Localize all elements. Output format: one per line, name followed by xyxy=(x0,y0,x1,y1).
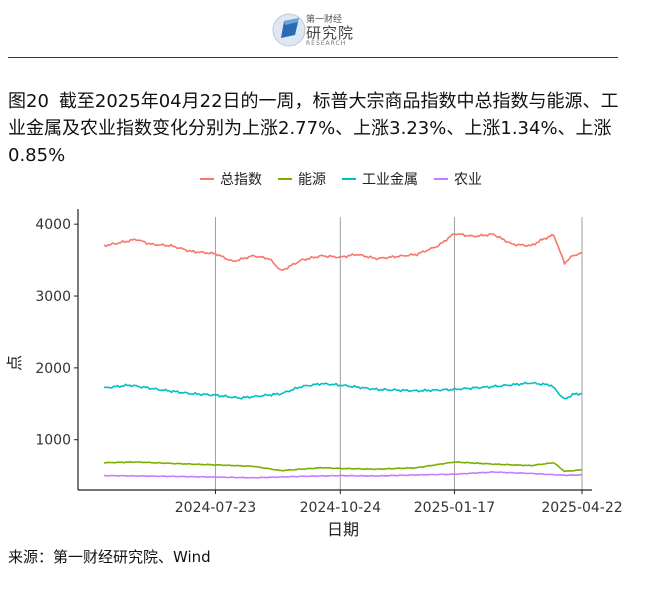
y-axis-label: 点 xyxy=(5,355,24,371)
chart-legend: 总指数 能源 工业金属 农业 xyxy=(200,172,482,188)
chart-ticks: 1000 2000 3000 4000 2024-07-23 2024-10-24 2025… xyxy=(35,217,622,516)
logo xyxy=(272,13,306,47)
x-tick-label: 2025-04-22 xyxy=(541,500,622,516)
x-tick-label: 2024-07-23 xyxy=(175,500,256,516)
figure-title: 截至2025年04月22日的一周，标普大宗商品指数中总指数与能源、工业金属及农业… xyxy=(8,91,619,166)
y-tick-label: 3000 xyxy=(35,289,71,305)
y-tick-label: 1000 xyxy=(35,433,71,449)
logo-mark-icon xyxy=(272,13,306,47)
legend-label: 总指数 xyxy=(220,172,262,188)
chart-series xyxy=(103,233,583,479)
chart-axes xyxy=(77,209,592,491)
y-tick-label: 4000 xyxy=(35,217,71,233)
figure-number: 图20 xyxy=(8,91,49,112)
logo-sub-text: RESEARCH xyxy=(306,40,347,47)
logo-top-text: 第一财经 xyxy=(306,15,343,25)
header-divider xyxy=(8,57,618,58)
x-tick-label: 2025-01-17 xyxy=(414,500,495,516)
x-tick-label: 2024-10-24 xyxy=(300,500,381,516)
series-line-energy xyxy=(103,460,582,473)
commodity-index-chart: 总指数 能源 工业金属 农业 1000 2000 3000 4000 2024-07-23 20… xyxy=(5,172,623,539)
legend-label: 能源 xyxy=(298,172,326,188)
figure-caption: 图20 截至2025年04月22日的一周，标普大宗商品指数中总指数与能源、工业金属… xyxy=(8,88,628,169)
logo-name: 研究院 xyxy=(306,24,355,42)
source-note: 来源：第一财经研究院、Wind xyxy=(8,548,211,566)
x-axis-label: 日期 xyxy=(327,520,359,539)
y-tick-label: 2000 xyxy=(35,361,71,377)
legend-label: 工业金属 xyxy=(362,172,418,188)
series-line-metal xyxy=(103,381,583,400)
legend-label: 农业 xyxy=(454,172,482,188)
series-line-agri xyxy=(104,470,583,479)
chart-gridlines xyxy=(214,217,583,490)
series-line-total xyxy=(103,233,583,271)
